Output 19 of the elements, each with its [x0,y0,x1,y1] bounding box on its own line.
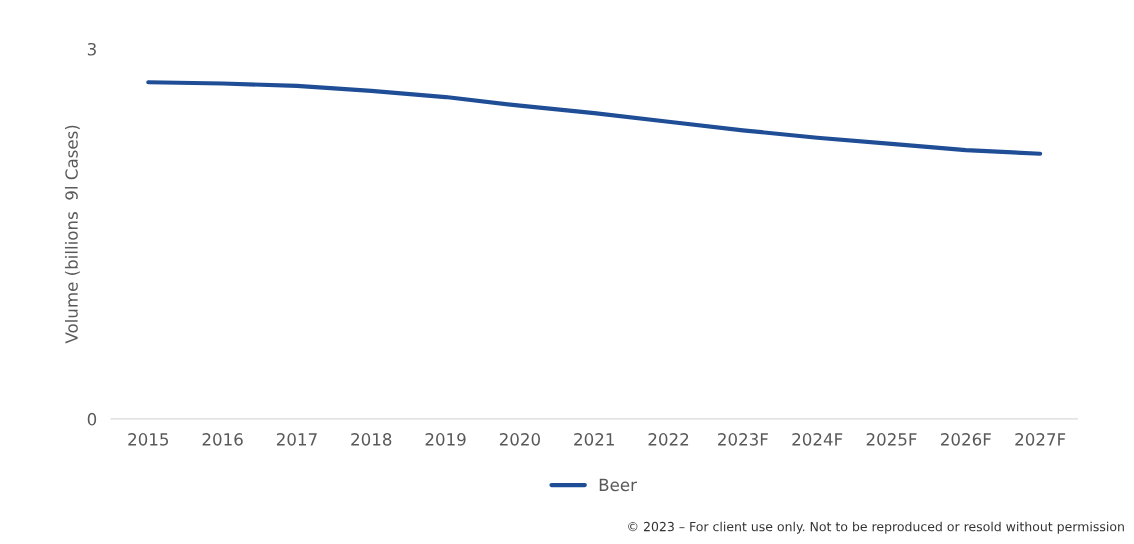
x-tick-label: 2015 [128,433,169,446]
y-tick-label: 3 [87,42,96,56]
x-tick-label: 2016 [202,433,243,446]
x-tick-label: 2021 [574,433,614,446]
x-tick-label: 2019 [425,433,466,446]
x-tick-label: 2023F [718,433,768,446]
y-tick-label: 0 [87,412,97,426]
x-tick-label: 2020 [499,433,540,446]
x-tick-label: 2027F [1015,433,1066,446]
x-tick-label: 2025F [866,433,917,446]
text: © 2023 – For client use only. Not to be reproduced or resold without permission [628,521,1124,534]
x-tick-label: 2018 [351,433,392,446]
legend-label: Beer [599,478,637,492]
x-tick-label: 2017 [276,433,317,446]
line-series [146,80,1043,156]
x-tick-label: 2026F [941,433,991,446]
x-tick-label: 2024F [792,433,843,446]
y-axis-title: Volume (billions 9l Cases) [64,125,80,344]
x-tick-label: 2022 [648,433,689,446]
